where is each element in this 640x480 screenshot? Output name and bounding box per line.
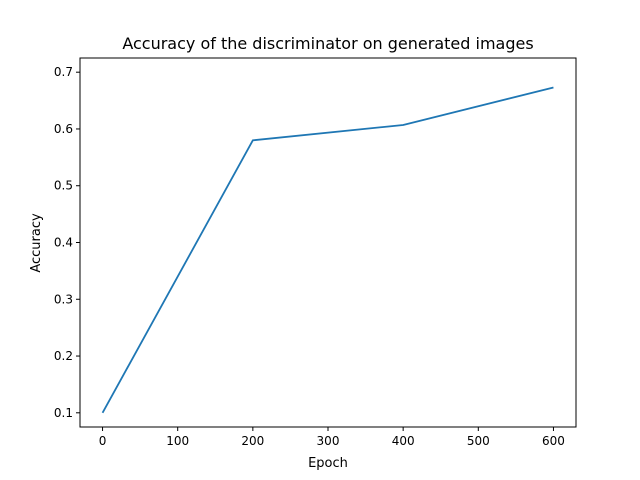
y-tick-label: 0.2 xyxy=(54,349,73,363)
y-tick-label: 0.5 xyxy=(54,179,73,193)
y-tick-label: 0.4 xyxy=(54,236,73,250)
y-tick-label: 0.3 xyxy=(54,292,73,306)
y-axis-label: Accuracy xyxy=(29,213,44,273)
x-tick-label: 400 xyxy=(392,434,415,448)
y-tick-label: 0.1 xyxy=(54,406,73,420)
x-tick-label: 100 xyxy=(166,434,189,448)
series-line xyxy=(101,86,554,414)
y-tick-label: 0.6 xyxy=(54,122,73,136)
x-axis-label: Epoch xyxy=(308,456,348,471)
x-tick-label: 300 xyxy=(317,434,340,448)
chart-title: Accuracy of the discriminator on generat… xyxy=(122,34,533,53)
x-tick-label: 200 xyxy=(241,434,264,448)
x-tick-label: 0 xyxy=(99,434,107,448)
x-tick-label: 600 xyxy=(542,434,565,448)
plot-area: 0 100 200 300 400 500 600 0.1 0.2 0.3 0.4 0.5 0.6 0.7 xyxy=(54,57,577,448)
x-tick-label: 500 xyxy=(467,434,490,448)
y-tick-label: 0.7 xyxy=(54,65,73,79)
